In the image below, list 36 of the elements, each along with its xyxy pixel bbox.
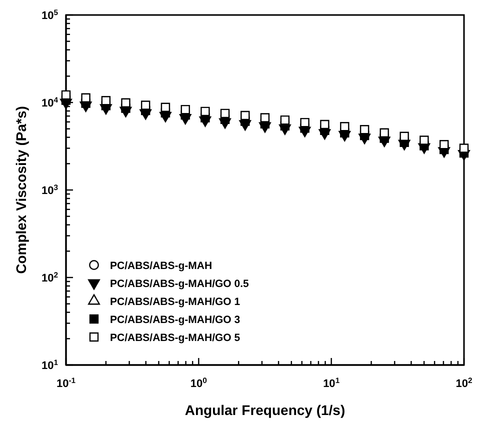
point	[340, 122, 350, 132]
point	[360, 125, 370, 134]
y-tick-label: 10$^{3}$	[41, 182, 58, 197]
point	[81, 93, 90, 102]
point	[320, 120, 330, 130]
point	[300, 118, 310, 128]
point	[160, 102, 170, 112]
x-tick-label: 10$^{1}$	[323, 376, 340, 390]
point	[200, 106, 210, 116]
legend-label: PC/ABS/ABS-g-MAH	[110, 260, 212, 272]
point	[420, 136, 429, 145]
y-axis-title: Complex Viscosity (Pa*s)	[13, 106, 29, 274]
legend-label: PC/ABS/ABS-g-MAH/GO 3	[110, 314, 240, 326]
y-tick-label: 10$^{4}$	[41, 95, 59, 110]
x-tick-label: 10$^{0}$	[190, 376, 207, 390]
point	[140, 100, 150, 110]
point	[280, 115, 290, 125]
point	[220, 108, 230, 118]
x-tick-label: 10$^{2}$	[456, 376, 472, 390]
legend-label: PC/ABS/ABS-g-MAH/GO 5	[110, 332, 240, 344]
point	[459, 144, 469, 153]
point	[240, 110, 250, 120]
y-tick-label: 10$^{5}$	[41, 8, 59, 22]
y-tick-label: 10$^{1}$	[41, 358, 59, 372]
y-tick-label: 10$^{2}$	[41, 270, 58, 284]
x-tick-label: 10$^{-1}$	[56, 376, 76, 390]
point	[400, 132, 409, 141]
point	[121, 98, 130, 108]
point	[101, 96, 111, 106]
point	[180, 104, 190, 114]
point	[260, 113, 270, 122]
legend-label: PC/ABS/ABS-g-MAH/GO 1	[110, 296, 240, 308]
legend-label: PC/ABS/ABS-g-MAH/GO 0.5	[110, 278, 250, 290]
point	[61, 90, 71, 100]
x-axis-title: Angular Frequency (1/s)	[184, 402, 346, 418]
point	[380, 128, 389, 138]
